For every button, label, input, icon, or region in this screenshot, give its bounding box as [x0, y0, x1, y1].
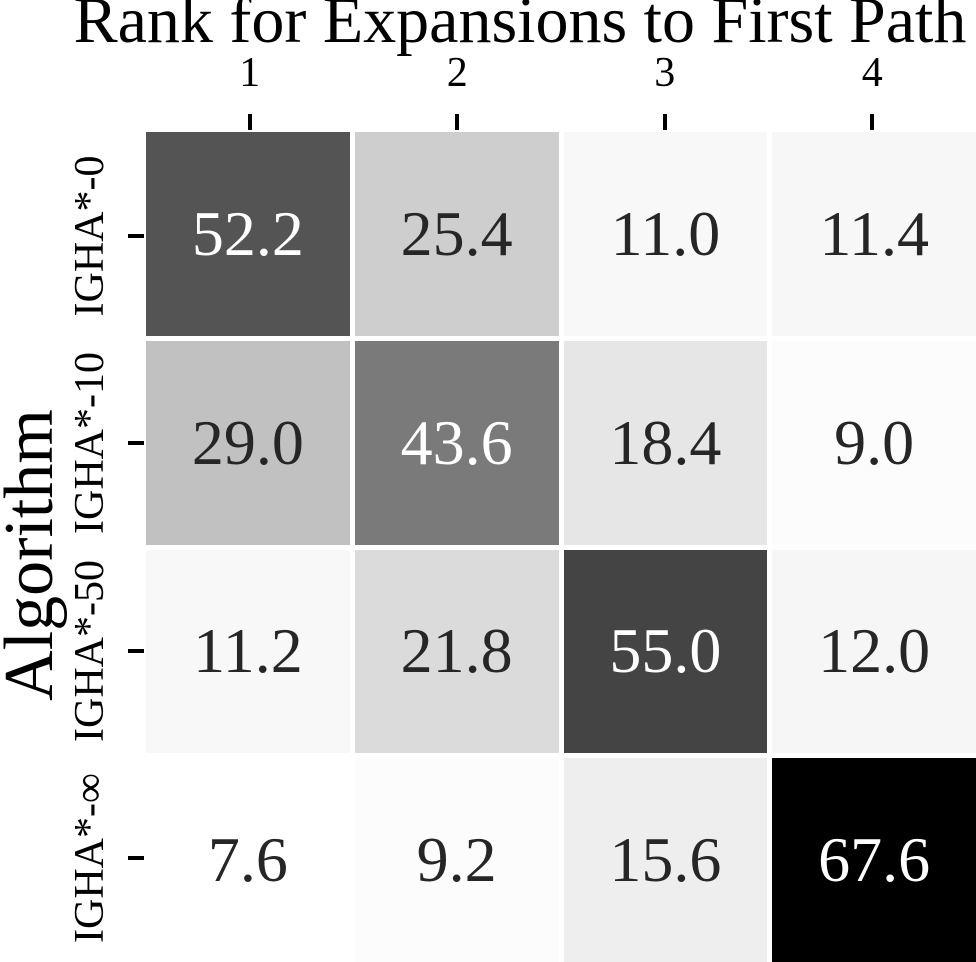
heatmap-cell-r3c3: 67.6: [772, 758, 976, 962]
heatmap-cell-r3c2: 15.6: [563, 758, 768, 962]
x-tick-label-1: 1: [239, 50, 261, 96]
y-tick-mark: [128, 856, 144, 861]
heatmap-cell-r3c1: 9.2: [354, 758, 559, 962]
y-tick-mark: [128, 648, 144, 653]
heatmap-cell-r1c0: 29.0: [146, 340, 350, 545]
x-tick-mark: [247, 114, 252, 130]
heatmap-cell-r0c0: 52.2: [146, 132, 350, 336]
x-tick-mark: [870, 114, 875, 130]
heatmap-cell-r2c3: 12.0: [772, 549, 976, 754]
x-tick-label-3: 3: [654, 50, 676, 96]
x-tick-mark: [455, 114, 460, 130]
heatmap-cell-r0c1: 25.4: [354, 132, 559, 336]
y-tick-label-0: IGHA*-0: [67, 155, 113, 317]
heatmap-cell-r2c0: 11.2: [146, 549, 350, 754]
heatmap-cell-r1c3: 9.0: [772, 340, 976, 545]
heatmap-cell-r0c2: 11.0: [563, 132, 768, 336]
y-tick-mark: [128, 441, 144, 446]
chart-title: Rank for Expansions to First Path: [73, 0, 967, 57]
heatmap-cell-r2c1: 21.8: [354, 549, 559, 754]
y-tick-mark: [128, 233, 144, 238]
heatmap-cell-r1c1: 43.6: [354, 340, 559, 545]
y-tick-label-3: IGHA*-∞: [67, 773, 113, 944]
heatmap-cell-r3c0: 7.6: [146, 758, 350, 962]
heatmap-cell-r2c2: 55.0: [563, 549, 768, 754]
x-tick-label-4: 4: [861, 50, 883, 96]
y-tick-label-1: IGHA*-10: [67, 352, 113, 535]
heatmap-grid: 52.2 25.4 11.0 11.4 29.0 43.6 18.4 9.0 11.2 21.8 5…: [146, 132, 976, 962]
heatmap-cell-r1c2: 18.4: [563, 340, 768, 545]
x-tick-mark: [662, 114, 667, 130]
y-axis-label: Algorithm: [0, 409, 68, 701]
heatmap-cell-r0c3: 11.4: [772, 132, 976, 336]
x-tick-label-2: 2: [446, 50, 468, 96]
y-tick-label-2: IGHA*-50: [67, 559, 113, 742]
